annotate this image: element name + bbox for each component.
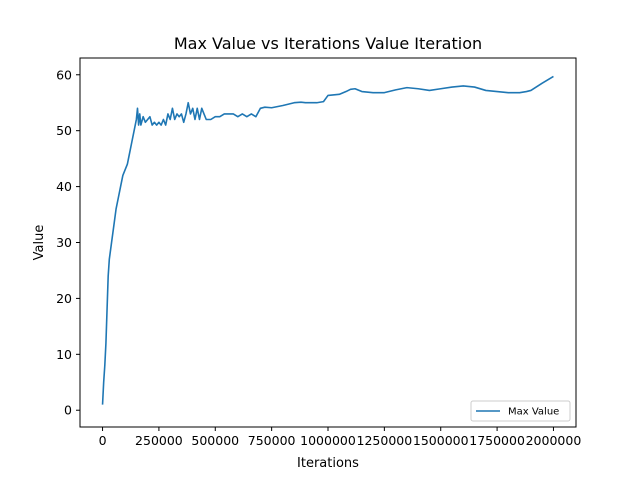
y-tick-label: 10 — [56, 347, 72, 362]
x-axis-label: Iterations — [297, 456, 359, 471]
x-tick-label: 750000 — [248, 433, 296, 448]
series-line-max-value — [101, 75, 554, 405]
legend: Max Value — [470, 400, 571, 422]
y-tick-label: 50 — [56, 123, 72, 138]
x-tick-label: 250000 — [135, 433, 183, 448]
x-tick-label: 2000000 — [526, 433, 582, 448]
legend-box — [470, 400, 571, 422]
x-tick-label: 1250000 — [357, 433, 413, 448]
legend-label-max-value: Max Value — [508, 407, 559, 418]
y-axis-ticks: 0 10 20 30 40 50 60 — [56, 67, 80, 418]
x-tick-label: 500000 — [191, 433, 239, 448]
y-tick-label: 30 — [56, 235, 72, 250]
x-axis-ticks: 0 250000 500000 750000 1000000 1250000 1500000… — [99, 427, 582, 448]
series-layer — [101, 75, 554, 405]
y-tick-label: 20 — [56, 291, 72, 306]
y-tick-label: 60 — [56, 67, 72, 82]
y-axis-label: Value — [32, 225, 47, 261]
x-tick-label: 0 — [99, 433, 107, 448]
y-tick-label: 0 — [64, 403, 72, 418]
x-tick-label: 1750000 — [469, 433, 525, 448]
x-tick-label: 1500000 — [413, 433, 469, 448]
x-tick-label: 1000000 — [300, 433, 356, 448]
y-tick-label: 40 — [56, 179, 72, 194]
chart-title: Max Value vs Iterations Value Iteration — [174, 34, 482, 53]
